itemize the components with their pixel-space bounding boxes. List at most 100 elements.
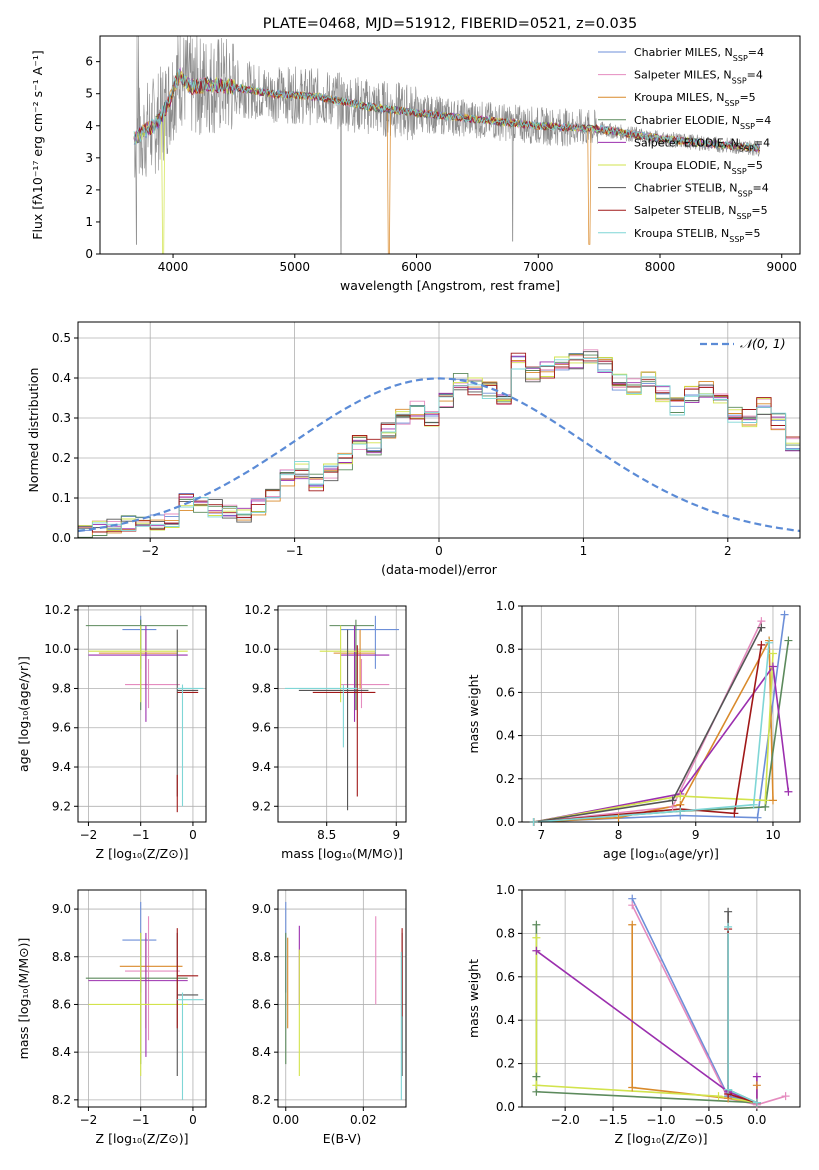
- y-tick-label: 9.2: [52, 799, 71, 813]
- axes-frame: [521, 605, 801, 823]
- mass-weight-line: [631, 898, 758, 1104]
- mass-weight-point: [676, 792, 685, 801]
- y-tick-label: 10.0: [44, 642, 71, 656]
- mass-weight-point: [714, 1092, 723, 1101]
- mass-weight-point: [780, 610, 789, 619]
- mass-weight-point: [724, 907, 733, 916]
- x-tick-label: −1.0: [646, 1113, 675, 1127]
- y-tick-label: 9.6: [52, 721, 71, 735]
- y-tick-label: 0.8: [496, 642, 515, 656]
- y-tick-label: 2: [85, 183, 93, 197]
- legend-entry-name: Chabrier STELIB: [634, 182, 722, 195]
- plot-area: [284, 615, 400, 811]
- axes-frame: [99, 35, 801, 255]
- mass-weight-point: [752, 1081, 761, 1090]
- x-tick-label: −2: [80, 828, 98, 842]
- mass-weight-point: [784, 787, 793, 796]
- mass-weight-line: [533, 614, 786, 822]
- x-tick-label: −1: [132, 828, 150, 842]
- y-tick-label: 0.4: [52, 371, 71, 385]
- legend-entry-nssp: 5: [756, 159, 763, 172]
- x-tick-label: 0: [189, 828, 197, 842]
- y-tick-label: 8.2: [252, 1093, 271, 1107]
- mass-weight-line: [631, 924, 758, 1104]
- plot-area: [85, 615, 204, 813]
- residual-histogram-step: [78, 357, 800, 532]
- mass-weight-point: [757, 623, 766, 632]
- legend: Chabrier MILES, NSSP=4 Salpeter MILES, NS…: [598, 46, 771, 243]
- y-axis-label: Flux [fλ10⁻¹⁷ erg cm⁻² s⁻¹ A⁻¹]: [30, 50, 45, 239]
- legend-entry: Kroupa ELODIE, NSSP=5: [634, 159, 763, 176]
- mass-weight-line: [533, 642, 770, 822]
- mass-weight-point: [724, 1085, 733, 1094]
- x-axis-label: wavelength [Angstrom, rest frame]: [340, 278, 560, 293]
- legend-entry: Kroupa STELIB, NSSP=5: [634, 227, 760, 244]
- mass-weight-point: [724, 922, 733, 931]
- mass-weight-point: [532, 920, 541, 929]
- x-tick-label: 8: [615, 828, 623, 842]
- mass-weight-line: [533, 664, 790, 822]
- y-tick-label: 9.4: [52, 760, 71, 774]
- mass-weight-point: [628, 920, 637, 929]
- y-tick-label: 8.8: [252, 950, 271, 964]
- model-fit-line: [133, 68, 761, 152]
- chart-title: PLATE=0468, MJD=51912, FIBERID=0521, z=0…: [263, 16, 637, 32]
- y-tick-label: 0.3: [52, 411, 71, 425]
- plot-area: [78, 349, 800, 538]
- y-tick-label: 4: [85, 119, 93, 133]
- y-tick-label: 10.2: [44, 603, 71, 617]
- y-tick-label: 10.0: [244, 642, 271, 656]
- axes-frame: [521, 889, 801, 1108]
- y-tick-label: 1: [85, 215, 93, 229]
- legend-entry-nssp: 4: [764, 114, 771, 127]
- x-tick-label: −2: [141, 544, 159, 558]
- mass-weight-point: [784, 636, 793, 645]
- y-tick-label: 0.2: [496, 1057, 515, 1071]
- mass-weight-line: [727, 926, 758, 1104]
- x-tick-label: 0.00: [272, 1113, 299, 1127]
- legend-entry: Salpeter MILES, NSSP=4: [634, 69, 763, 86]
- mass-weight-point: [757, 640, 766, 649]
- legend-entry: Chabrier MILES, NSSP=4: [634, 46, 764, 63]
- axes-frame: [277, 605, 407, 823]
- residual-histogram-step: [78, 356, 800, 531]
- y-tick-label: 8.2: [52, 1093, 71, 1107]
- model-fit-line: [133, 73, 761, 151]
- mass-weight-line: [533, 627, 763, 822]
- mass-weight-point: [765, 638, 774, 647]
- legend-entry-nssp: 4: [756, 69, 763, 82]
- y-axis-label: mass weight: [466, 674, 481, 753]
- y-tick-label: 0.4: [496, 729, 515, 743]
- y-tick-label: 1.0: [496, 883, 515, 897]
- legend-entry: Kroupa MILES, NSSP=5: [634, 91, 756, 108]
- legend-entry-name: Salpeter STELIB: [634, 204, 721, 217]
- x-tick-label: 0.02: [350, 1113, 377, 1127]
- y-tick-label: 10.2: [244, 603, 271, 617]
- legend-entry-name: Salpeter MILES: [634, 69, 716, 82]
- axes-frame: [77, 321, 801, 539]
- y-tick-label: 0.8: [496, 926, 515, 940]
- mass-weight-point: [532, 946, 541, 955]
- y-tick-label: 9.8: [52, 681, 71, 695]
- x-tick-label: 0: [189, 1113, 197, 1127]
- axes-frame: [77, 605, 207, 823]
- x-tick-label: 8.5: [317, 828, 336, 842]
- y-tick-label: 0.2: [496, 772, 515, 786]
- x-tick-label: −0.5: [694, 1113, 723, 1127]
- legend-entry-nssp: 4: [762, 182, 769, 195]
- y-axis-label: Normed distribution: [26, 368, 41, 493]
- legend-entry-nssp: 5: [761, 204, 768, 217]
- y-tick-label: 8.4: [252, 1045, 271, 1059]
- plot-area: [533, 614, 790, 822]
- y-tick-label: 9.8: [252, 681, 271, 695]
- residual-histogram-step: [78, 355, 800, 530]
- residual-histogram-step: [78, 351, 800, 529]
- chart-residuals: −2 −1 0 1 2 0.0 0.1 0.2 0.3 0.4 0.5 (data-model)/er…: [26, 321, 801, 577]
- x-tick-label: 7000: [523, 260, 554, 274]
- chart-age-vs-mass: 8.5 9 9.2 9.4 9.6 9.8 10.0 10.2 mass [log₁₀(M/M⊙…: [244, 603, 407, 861]
- legend-entry-name: Chabrier ELODIE: [634, 114, 725, 127]
- residual-histogram-step: [78, 352, 800, 533]
- mass-weight-point: [614, 813, 623, 822]
- x-tick-label: 6000: [401, 260, 432, 274]
- y-tick-label: 0: [85, 247, 93, 261]
